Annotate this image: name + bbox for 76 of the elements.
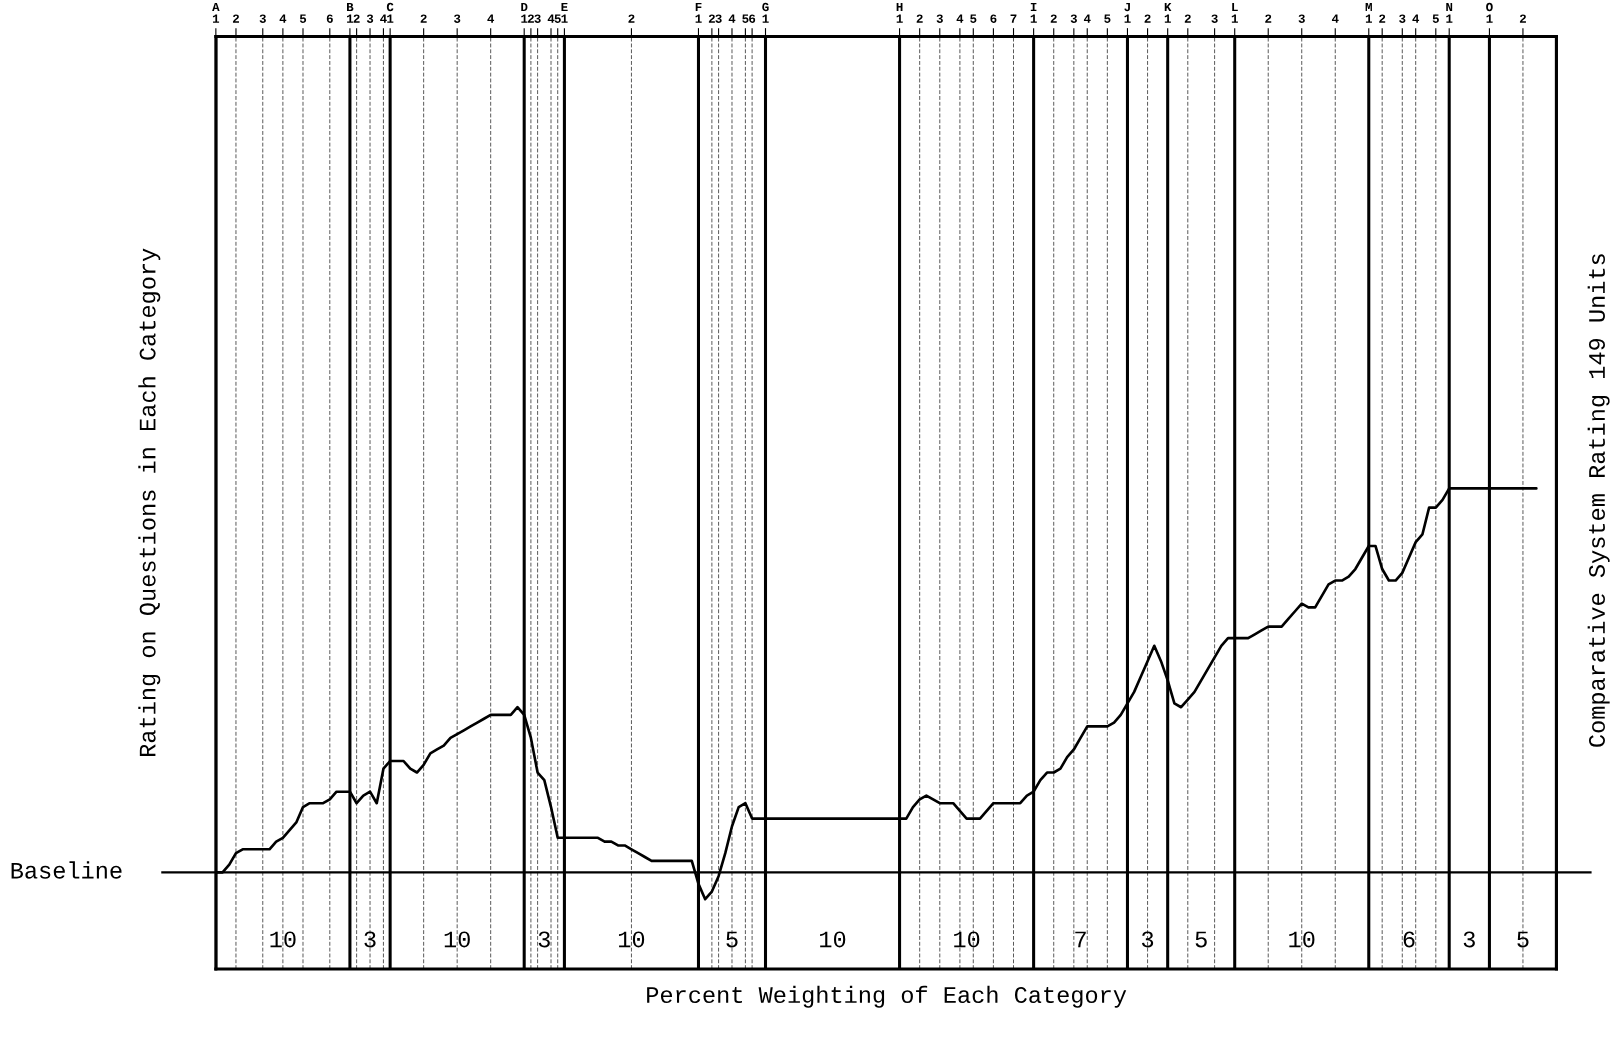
- x-tick-label: 3: [366, 14, 374, 23]
- x-tick-label: 5: [554, 14, 561, 23]
- x-tick-label: 2: [1050, 14, 1057, 23]
- x-tick-label: 4: [547, 14, 555, 23]
- x-tick-label: 4: [1331, 14, 1339, 23]
- x-tick-label: 3: [453, 14, 461, 23]
- x-tick-label: F 1: [695, 2, 702, 23]
- x-tick-label: 2: [1144, 14, 1151, 23]
- y-axis-title: Rating on Questions in Each Category: [138, 248, 161, 756]
- x-tick-label: E 1: [561, 2, 568, 23]
- x-tick-label: 4: [279, 14, 287, 23]
- x-tick-label: G 1: [762, 2, 769, 23]
- x-tick-label: O 1: [1486, 2, 1493, 23]
- text: 5: [726, 931, 738, 948]
- text: 10: [954, 931, 980, 948]
- x-tick-label: 5: [742, 14, 749, 23]
- x-tick-label: 2: [708, 14, 715, 23]
- x-tick-label: 3: [259, 14, 266, 23]
- x-tick-label: 3: [1070, 14, 1077, 23]
- x-tick-label: K 1: [1164, 2, 1172, 23]
- text: 10: [820, 931, 846, 948]
- x-tick-label: 6: [326, 14, 333, 23]
- text: 3: [364, 931, 376, 948]
- x-tick-label: M 1: [1365, 2, 1372, 23]
- text: 5: [1517, 931, 1529, 948]
- x-tick-label: 4: [1083, 14, 1091, 23]
- x-tick-label: 7: [1010, 14, 1017, 23]
- x-tick-label: 6: [990, 14, 997, 23]
- x-tick-label: 4: [487, 14, 495, 23]
- text: 3: [1141, 931, 1154, 948]
- text: 10: [1289, 931, 1315, 948]
- x-tick-label: 2: [916, 14, 923, 23]
- x-tick-label: 4: [1412, 14, 1420, 23]
- x-tick-label: 2: [420, 14, 427, 23]
- x-tick-label: 5: [970, 14, 977, 23]
- text: 5: [1195, 931, 1207, 948]
- x-tick-label: 4: [956, 14, 964, 23]
- x-tick-label: 2: [1265, 14, 1272, 23]
- x-tick-label: 3: [715, 14, 722, 23]
- x-tick-label: 3: [936, 14, 943, 23]
- text: 10: [444, 931, 470, 948]
- x-tick-label: A 1: [212, 2, 220, 23]
- x-tick-label: 2: [1184, 14, 1191, 23]
- x-tick-label: D 1: [521, 2, 528, 23]
- x-tick-label: 5: [299, 14, 307, 23]
- x-tick-label: 6: [749, 14, 756, 23]
- x-tick-label: 4: [728, 14, 736, 23]
- x-tick-label: 5: [1432, 14, 1439, 23]
- text: Baseline: [11, 861, 122, 879]
- y2-axis-title: Comparative System Rating 149 Units: [1587, 254, 1610, 747]
- x-tick-label: I 1: [1030, 2, 1037, 23]
- text: 10: [270, 931, 296, 948]
- x-tick-label: 2: [232, 14, 239, 23]
- text: 3: [1463, 931, 1475, 948]
- x-tick-label: C 1: [386, 2, 394, 23]
- x-axis-title: Percent Weighting of Each Category: [647, 985, 1127, 1008]
- x-tick-label: 2: [1379, 14, 1386, 23]
- x-tick-label: L 1: [1231, 2, 1238, 23]
- x-tick-label: 2: [1519, 14, 1526, 23]
- text: 7: [1075, 931, 1086, 948]
- x-tick-label: 5: [1104, 14, 1111, 23]
- x-tick-label: 3: [534, 14, 541, 23]
- x-tick-label: 3: [1399, 14, 1406, 23]
- x-tick-label: N 1: [1446, 2, 1453, 23]
- x-tick-label: 4: [380, 14, 387, 23]
- x-tick-label: 2: [527, 14, 534, 23]
- x-tick-label: 3: [1211, 14, 1218, 23]
- x-tick-label: 3: [1298, 14, 1305, 23]
- text: 3: [538, 931, 550, 948]
- x-tick-label: J 1: [1124, 2, 1131, 23]
- x-tick-label: B 1: [347, 2, 354, 23]
- x-tick-label: 2: [628, 14, 635, 23]
- text: 6: [1403, 931, 1415, 948]
- x-tick-label: 2: [353, 14, 360, 23]
- text: 10: [618, 931, 645, 948]
- x-tick-label: H 1: [896, 2, 903, 23]
